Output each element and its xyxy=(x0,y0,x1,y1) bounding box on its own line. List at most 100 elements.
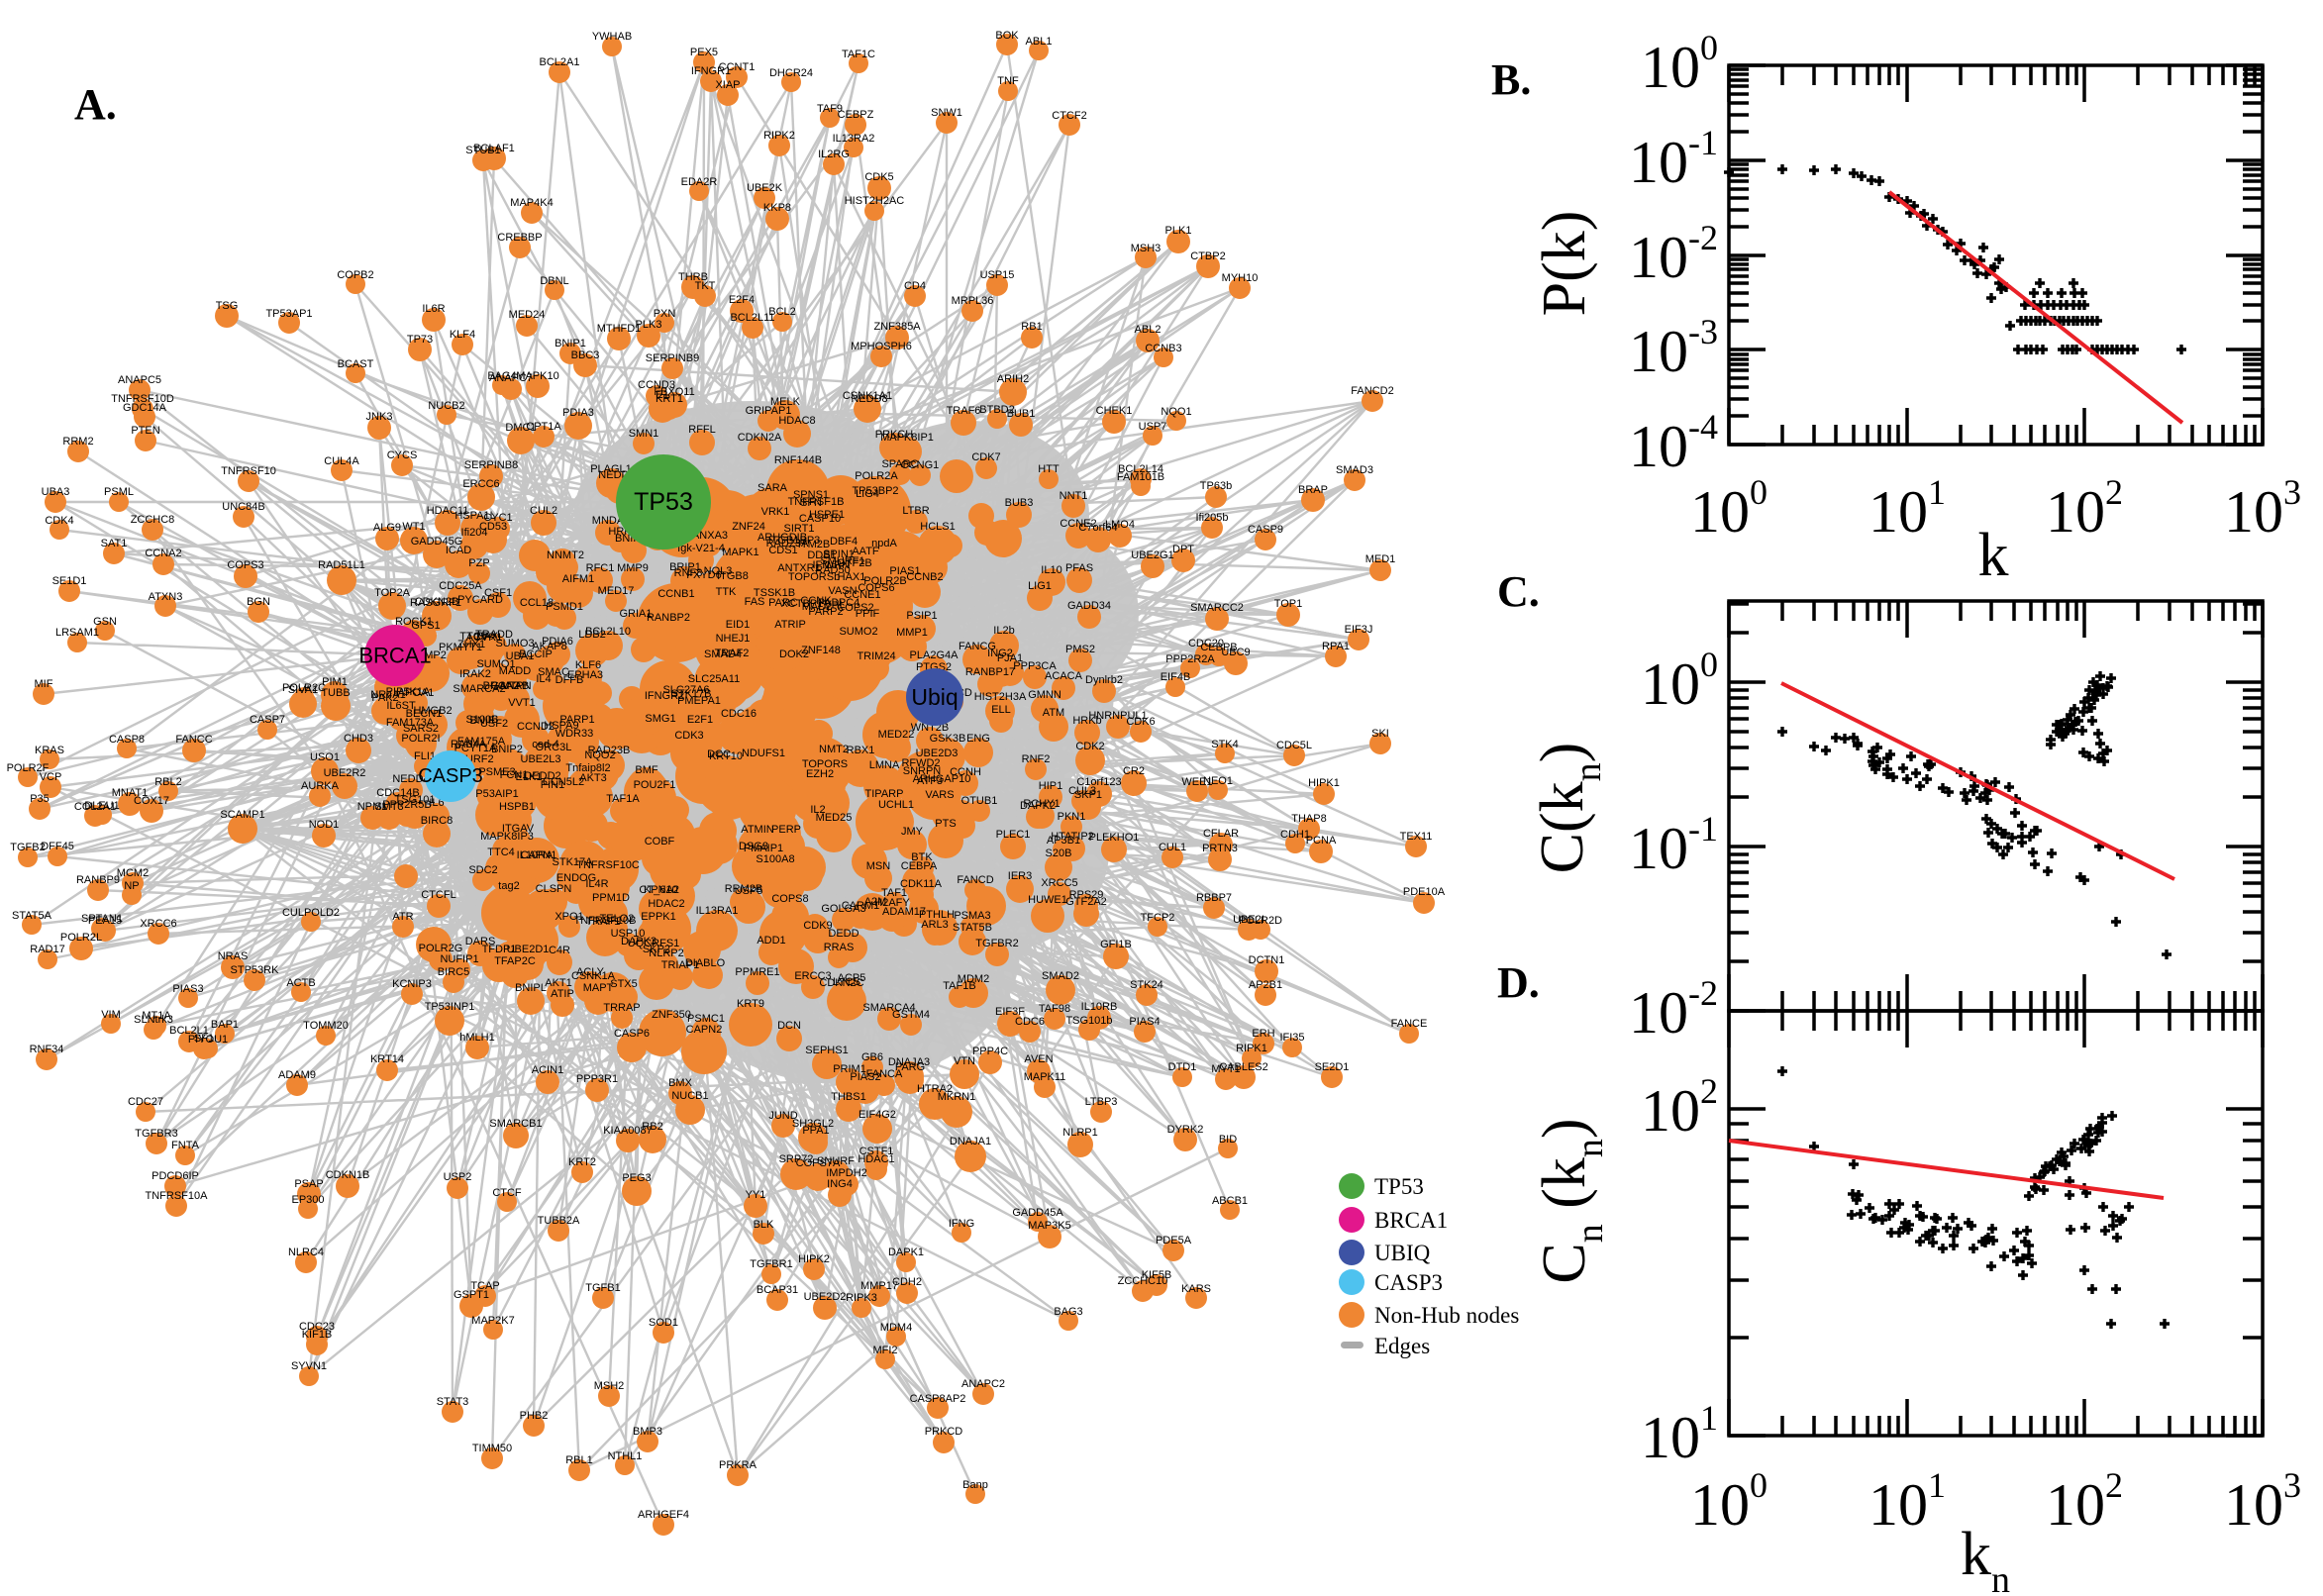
svg-text:PKMYT1: PKMYT1 xyxy=(439,642,482,653)
svg-text:COL2A1: COL2A1 xyxy=(74,801,116,813)
svg-text:H2AFY: H2AFY xyxy=(874,897,910,909)
svg-text:PPP3CA: PPP3CA xyxy=(1013,660,1057,672)
svg-text:KCNIP3: KCNIP3 xyxy=(392,978,432,990)
svg-text:WEE1: WEE1 xyxy=(1181,776,1212,788)
svg-text:TNFRSF10: TNFRSF10 xyxy=(221,465,276,477)
svg-text:MAPK8IP1: MAPK8IP1 xyxy=(880,432,934,444)
svg-text:HTATIP2: HTATIP2 xyxy=(1051,831,1094,843)
svg-text:ARIH2: ARIH2 xyxy=(997,373,1029,385)
svg-text:E1: E1 xyxy=(656,389,668,401)
svg-text:USP10: USP10 xyxy=(611,928,646,940)
svg-text:BUB3: BUB3 xyxy=(1005,497,1034,509)
svg-text:TUBB2A: TUBB2A xyxy=(538,1215,580,1227)
svg-text:PPP4C: PPP4C xyxy=(972,1046,1008,1057)
svg-text:CASP7: CASP7 xyxy=(250,714,285,726)
svg-text:LDB2: LDB2 xyxy=(578,629,606,641)
svg-text:MED25: MED25 xyxy=(816,812,853,824)
svg-text:HSPA1L: HSPA1L xyxy=(454,510,495,522)
svg-text:TAF9: TAF9 xyxy=(817,103,843,115)
svg-text:PSMA3: PSMA3 xyxy=(954,910,990,922)
svg-text:RASGRF1: RASGRF1 xyxy=(410,597,461,609)
svg-text:LMNA: LMNA xyxy=(869,759,900,771)
svg-text:FXYD6: FXYD6 xyxy=(686,569,721,581)
svg-text:TSSK1B: TSSK1B xyxy=(754,587,795,599)
svg-text:CAPN2: CAPN2 xyxy=(686,1024,723,1036)
svg-text:TP63b: TP63b xyxy=(1200,480,1232,492)
svg-text:CREBBP: CREBBP xyxy=(497,232,542,244)
svg-text:CT_610: CT_610 xyxy=(639,884,677,896)
svg-text:TGFB2: TGFB2 xyxy=(10,842,45,853)
svg-text:MED1: MED1 xyxy=(1365,553,1396,565)
svg-text:DEDD: DEDD xyxy=(828,928,858,940)
svg-text:IL10RA: IL10RA xyxy=(517,849,554,861)
svg-text:LYCS: LYCS xyxy=(833,976,860,988)
svg-text:USP7: USP7 xyxy=(1139,421,1167,433)
svg-text:STAT5A: STAT5A xyxy=(12,910,52,922)
svg-text:DCC: DCC xyxy=(707,748,731,760)
svg-text:SMAD4: SMAD4 xyxy=(704,648,742,660)
svg-text:VCP: VCP xyxy=(40,771,62,783)
svg-text:ZNF148: ZNF148 xyxy=(801,645,841,656)
svg-text:ROCK1: ROCK1 xyxy=(395,616,433,628)
svg-text:TRIAP1: TRIAP1 xyxy=(661,959,700,971)
svg-text:VVT1: VVT1 xyxy=(508,697,536,709)
svg-text:PSME3: PSME3 xyxy=(478,766,515,778)
svg-text:ING4: ING4 xyxy=(827,1178,853,1190)
svg-text:TP53BP2: TP53BP2 xyxy=(852,485,898,497)
svg-text:EZH2: EZH2 xyxy=(806,768,834,780)
svg-text:PJA1: PJA1 xyxy=(997,652,1023,664)
svg-text:SUMO1: SUMO1 xyxy=(476,658,515,670)
svg-text:FANCA: FANCA xyxy=(866,1068,903,1080)
svg-text:SCAMP1: SCAMP1 xyxy=(220,809,264,821)
svg-text:POLR2C: POLR2C xyxy=(282,682,326,694)
svg-text:IFNGR2: IFNGR2 xyxy=(645,690,684,702)
svg-text:COX17: COX17 xyxy=(134,795,169,807)
svg-text:BOK: BOK xyxy=(995,30,1019,42)
svg-text:NOD1: NOD1 xyxy=(309,819,340,831)
svg-text:CTCFL: CTCFL xyxy=(421,889,455,901)
svg-text:SMURF1: SMURF1 xyxy=(820,555,864,567)
svg-text:BCL2L10: BCL2L10 xyxy=(585,626,631,638)
svg-text:DCTN1: DCTN1 xyxy=(1249,954,1285,966)
svg-text:TSG101: TSG101 xyxy=(395,794,436,806)
svg-text:BLK: BLK xyxy=(754,1219,774,1231)
svg-text:IL10: IL10 xyxy=(1041,564,1061,576)
svg-text:NRAS: NRAS xyxy=(218,950,249,962)
svg-text:PCYT1A: PCYT1A xyxy=(454,743,497,754)
svg-text:GRIA1: GRIA1 xyxy=(619,608,652,620)
svg-text:PYCARD: PYCARD xyxy=(457,594,503,606)
svg-text:ITGB8: ITGB8 xyxy=(717,570,749,582)
svg-text:BRIP1: BRIP1 xyxy=(669,561,701,573)
svg-text:TFAP2C: TFAP2C xyxy=(494,955,536,967)
svg-text:SDC2: SDC2 xyxy=(468,864,497,876)
svg-text:TAF98: TAF98 xyxy=(1039,1003,1070,1015)
svg-text:KIAA0087: KIAA0087 xyxy=(603,1125,653,1137)
svg-text:XPO1: XPO1 xyxy=(555,911,583,923)
svg-text:COPS3: COPS3 xyxy=(227,559,263,571)
svg-text:TELO2: TELO2 xyxy=(600,913,635,925)
svg-text:ARHGDIB: ARHGDIB xyxy=(758,532,807,544)
svg-text:XRCC5: XRCC5 xyxy=(1041,877,1077,889)
svg-text:MAP4K4: MAP4K4 xyxy=(510,197,553,209)
svg-text:BMX: BMX xyxy=(668,1077,693,1089)
svg-text:DBF4: DBF4 xyxy=(830,536,858,548)
svg-text:BID: BID xyxy=(1219,1134,1237,1146)
svg-text:TP53INP1: TP53INP1 xyxy=(425,1001,475,1013)
svg-text:PLEKHO1: PLEKHO1 xyxy=(1089,832,1140,844)
svg-text:AP3B1: AP3B1 xyxy=(1047,835,1080,847)
svg-text:RIPK1: RIPK1 xyxy=(1236,1043,1267,1054)
svg-text:TGFBR2: TGFBR2 xyxy=(975,938,1018,949)
svg-text:USP2: USP2 xyxy=(444,1171,472,1183)
svg-text:SMT3: SMT3 xyxy=(374,801,403,813)
svg-text:CASP10: CASP10 xyxy=(799,513,841,525)
svg-text:IL4: IL4 xyxy=(536,673,551,685)
svg-text:VRK1: VRK1 xyxy=(761,506,790,518)
svg-text:ATRIP: ATRIP xyxy=(774,619,806,631)
svg-text:SMN1: SMN1 xyxy=(629,428,659,440)
svg-text:NUCB2: NUCB2 xyxy=(428,400,464,412)
svg-text:PAK2: PAK2 xyxy=(371,692,398,704)
svg-text:KPNA2: KPNA2 xyxy=(644,884,679,896)
svg-text:ERCC3: ERCC3 xyxy=(794,970,831,982)
svg-text:MAP2K7: MAP2K7 xyxy=(471,1315,514,1327)
svg-text:SMAC: SMAC xyxy=(538,666,569,678)
